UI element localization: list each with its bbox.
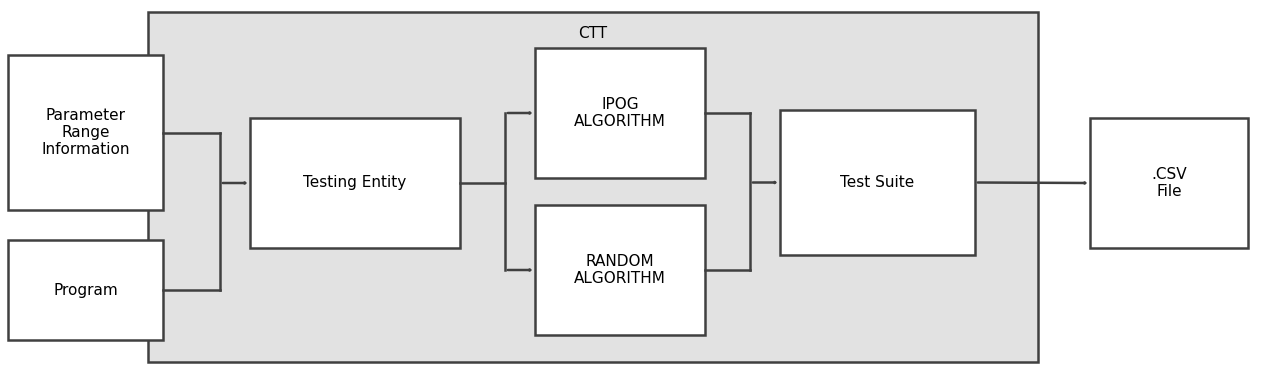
Text: .CSV
File: .CSV File	[1151, 167, 1186, 199]
Bar	[249, 118, 460, 248]
Text: RANDOM
ALGORITHM: RANDOM ALGORITHM	[573, 254, 666, 286]
Text: CTT: CTT	[579, 26, 608, 41]
Bar	[8, 240, 163, 340]
Text: Test Suite: Test Suite	[841, 175, 914, 190]
Bar	[8, 55, 163, 210]
Bar	[536, 205, 705, 335]
Bar	[780, 110, 975, 255]
Bar	[148, 12, 1038, 362]
Text: IPOG
ALGORITHM: IPOG ALGORITHM	[573, 97, 666, 129]
Text: Program: Program	[53, 282, 118, 297]
Bar	[1090, 118, 1248, 248]
Text: Parameter
Range
Information: Parameter Range Information	[42, 108, 129, 158]
Bar	[536, 48, 705, 178]
Text: Testing Entity: Testing Entity	[304, 176, 406, 191]
